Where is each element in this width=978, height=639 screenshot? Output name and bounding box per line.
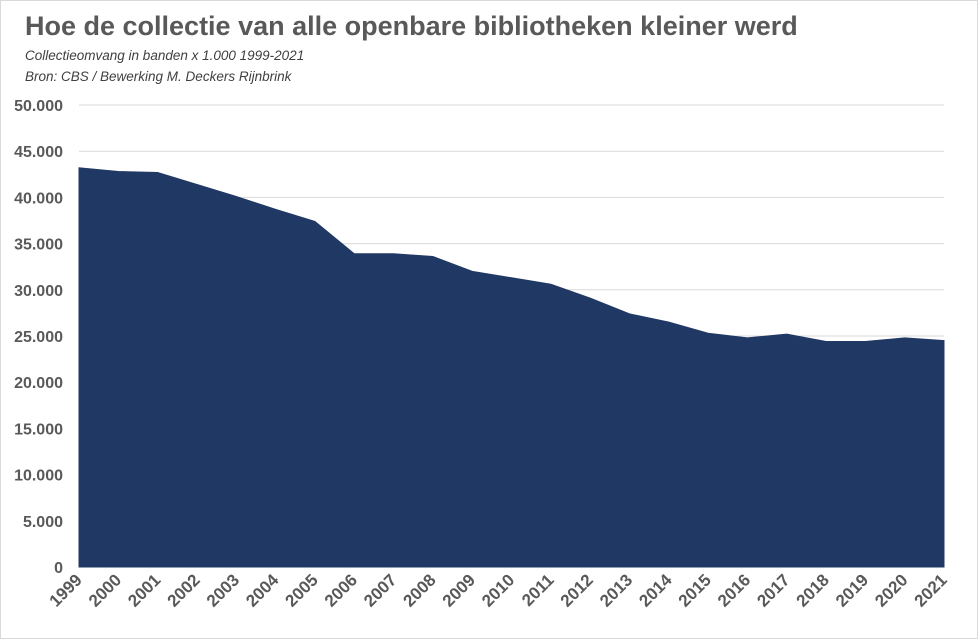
x-tick-label: 2009 bbox=[439, 570, 479, 610]
x-axis-labels: 1999 2000 2001 2002 2003 2004 2005 2006 2007 2008… bbox=[46, 570, 951, 611]
x-tick-label: 2020 bbox=[871, 570, 911, 610]
chart-source: Bron: CBS / Bewerking M. Deckers Rijnbri… bbox=[25, 69, 292, 84]
x-tick-label: 2011 bbox=[518, 570, 558, 610]
x-tick-label: 2003 bbox=[203, 570, 243, 610]
x-tick-label: 2017 bbox=[753, 570, 793, 610]
x-tick-label: 1999 bbox=[46, 570, 86, 610]
x-tick-label: 2019 bbox=[832, 570, 872, 610]
y-tick-label: 10.000 bbox=[14, 468, 63, 485]
y-tick-label: 45.000 bbox=[14, 144, 63, 161]
x-tick-label: 2015 bbox=[675, 570, 715, 610]
x-tick-label: 2002 bbox=[164, 570, 204, 610]
x-tick-label: 2012 bbox=[557, 570, 597, 610]
y-tick-label: 30.000 bbox=[14, 283, 63, 300]
x-tick-label: 2018 bbox=[793, 570, 833, 610]
x-tick-label: 2001 bbox=[124, 570, 164, 610]
y-tick-label: 35.000 bbox=[14, 237, 63, 254]
x-tick-label: 2016 bbox=[714, 570, 754, 610]
x-tick-label: 2005 bbox=[282, 570, 322, 610]
y-tick-label: 0 bbox=[54, 560, 63, 577]
x-tick-label: 2010 bbox=[478, 570, 518, 610]
y-tick-label: 25.000 bbox=[14, 329, 63, 346]
area-series bbox=[78, 167, 945, 568]
x-tick-label: 2000 bbox=[85, 570, 125, 610]
area-fill bbox=[78, 167, 945, 568]
y-tick-label: 20.000 bbox=[14, 375, 63, 392]
x-tick-label: 2008 bbox=[400, 570, 440, 610]
x-tick-label: 2006 bbox=[321, 570, 361, 610]
y-tick-label: 40.000 bbox=[14, 190, 63, 207]
x-tick-label: 2004 bbox=[242, 570, 283, 611]
x-tick-label: 2014 bbox=[635, 570, 676, 611]
x-tick-label: 2021 bbox=[911, 570, 951, 610]
y-tick-label: 50.000 bbox=[14, 98, 63, 115]
y-tick-label: 5.000 bbox=[23, 514, 63, 531]
x-tick-label: 2013 bbox=[596, 570, 636, 610]
y-tick-label: 15.000 bbox=[14, 421, 63, 438]
chart-title: Hoe de collectie van alle openbare bibli… bbox=[25, 11, 798, 41]
y-axis-labels: 0 5.000 10.000 15.000 20.000 25.000 30.000 35.0… bbox=[14, 98, 63, 577]
chart-subtitle: Collectieomvang in banden x 1.000 1999-2… bbox=[25, 48, 305, 63]
x-tick-label: 2007 bbox=[360, 570, 400, 610]
